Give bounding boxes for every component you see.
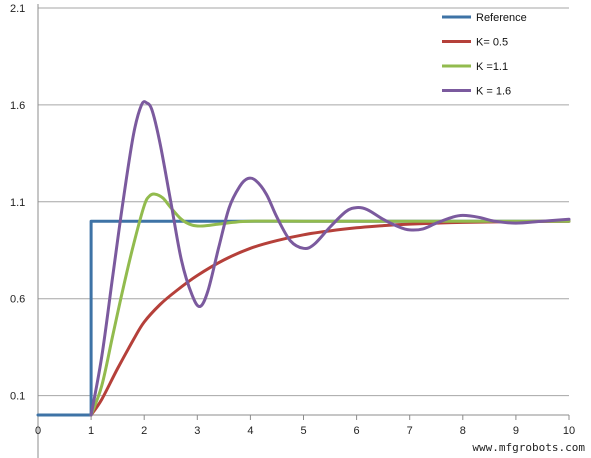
x-tick-label: 2	[141, 425, 147, 437]
series-line-k-1-6	[89, 100, 571, 417]
x-tick-label: 1	[88, 425, 94, 437]
x-tick-label: 3	[194, 425, 200, 437]
x-tick-label: 5	[300, 425, 306, 437]
legend: Reference K= 0.5 K =1.1 K = 1.6	[442, 12, 527, 98]
legend-label: Reference	[476, 12, 527, 24]
y-tick-label: 0.6	[10, 294, 25, 306]
y-tick-label: 0.1	[10, 391, 25, 403]
y-tick-label: 2.1	[10, 3, 25, 15]
grid-lines	[38, 7, 569, 397]
x-tick-label: 9	[513, 425, 519, 437]
x-tick-label: 10	[563, 425, 575, 437]
x-tick-label: 4	[247, 425, 253, 437]
series-lines	[36, 100, 571, 417]
legend-label: K =1.1	[476, 61, 508, 73]
y-tick-label: 1.6	[10, 100, 25, 112]
series-line-k-1-1	[89, 192, 571, 417]
y-tick-label: 1.1	[10, 197, 25, 209]
x-tick-label: 7	[407, 425, 413, 437]
legend-label: K = 1.6	[476, 86, 511, 98]
legend-label: K= 0.5	[476, 37, 508, 49]
x-tick-label: 8	[460, 425, 466, 437]
y-tick-labels: 0.1 0.6 1.1 1.6 2.1	[10, 3, 25, 403]
series-line-k-0-5	[89, 219, 571, 417]
axes	[37, 4, 570, 458]
x-tick-label: 0	[35, 425, 41, 437]
x-tick-labels: 0 1 2 3 4 5 6 7 8 9 10	[35, 425, 575, 437]
watermark-text: www.mfgrobots.com	[472, 441, 585, 454]
x-tick-label: 6	[354, 425, 360, 437]
